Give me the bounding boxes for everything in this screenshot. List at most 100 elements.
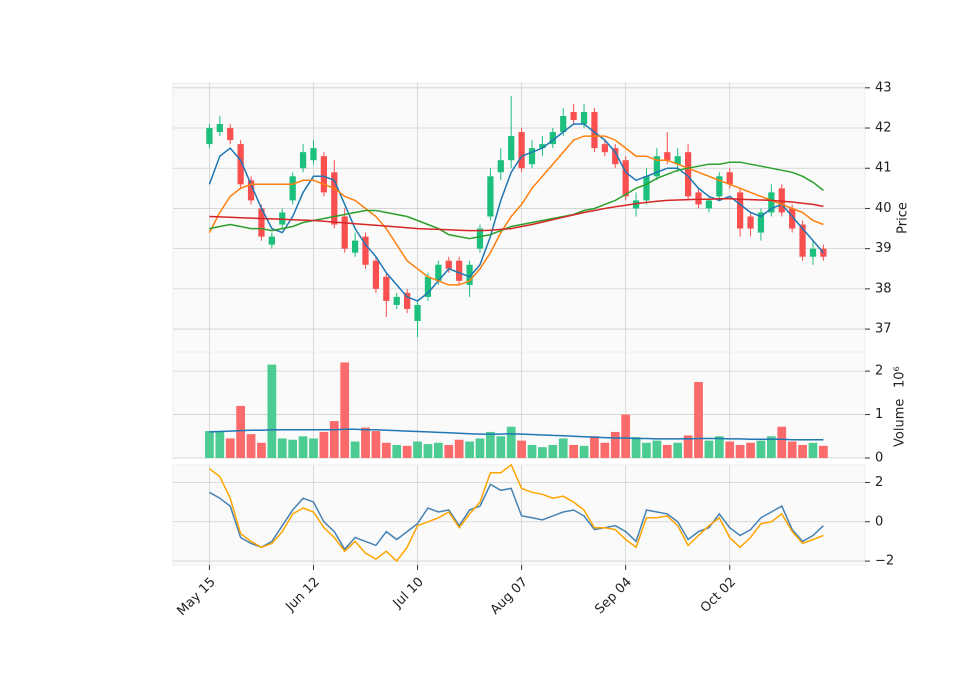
candle-body <box>445 260 452 269</box>
volume-bar <box>642 442 651 458</box>
volume-bar <box>725 441 735 458</box>
candle-body <box>549 132 556 145</box>
volume-bar <box>361 427 370 458</box>
volume-bar <box>402 445 412 458</box>
x-tick-label: Sep 04 <box>592 575 635 618</box>
volume-bar <box>486 431 495 458</box>
volume-bar <box>496 436 506 458</box>
y-tick-label: 41 <box>875 161 892 176</box>
candle-body <box>299 152 307 169</box>
volume-bar <box>746 442 755 458</box>
candle-body <box>737 192 744 229</box>
volume-bar <box>590 436 599 458</box>
volume-bar <box>277 438 287 458</box>
candle-body <box>424 276 432 297</box>
x-tick-label: Oct 02 <box>698 575 739 616</box>
candle-body <box>674 156 681 165</box>
x-tick-label: May 15 <box>174 575 218 619</box>
candle-body <box>206 128 213 145</box>
candle-body <box>778 188 785 213</box>
volume-bar <box>621 414 631 458</box>
candle-body <box>289 176 296 201</box>
volume-bar <box>205 431 214 458</box>
volume-bar <box>350 441 360 458</box>
volume-bar <box>631 437 641 458</box>
candle-body <box>258 208 265 237</box>
candle-body <box>456 260 463 281</box>
x-tick-label: Jul 10 <box>390 575 427 612</box>
candle-body <box>768 192 775 213</box>
candle-body <box>476 228 484 249</box>
y-tick-label: 38 <box>875 281 892 296</box>
candle-body <box>539 144 546 149</box>
volume-bar <box>454 439 464 458</box>
volume-bar <box>819 445 828 458</box>
y-tick-label: 43 <box>875 80 892 95</box>
volume-bar <box>600 442 610 458</box>
series-line <box>209 198 824 232</box>
volume-bar <box>340 362 350 458</box>
candle-body <box>247 180 255 201</box>
volume-bar <box>267 364 277 458</box>
candle-body <box>268 236 275 245</box>
y-tick-label: 2 <box>875 364 883 379</box>
volume-bar <box>433 442 443 458</box>
candle-body <box>393 296 400 305</box>
volume-bar <box>371 431 381 458</box>
candle-body <box>695 192 702 205</box>
volume-bar <box>329 421 339 458</box>
candle-body <box>643 176 650 201</box>
candle-body <box>632 200 640 209</box>
candle-body <box>716 176 723 197</box>
candle-body <box>612 148 619 165</box>
volume-bar <box>787 441 797 458</box>
volume-bar <box>756 440 766 458</box>
candle-body <box>508 136 515 161</box>
candle-body <box>580 111 588 125</box>
candle-body <box>227 128 234 141</box>
panel-background <box>172 464 866 566</box>
volume-bar <box>319 431 329 458</box>
volume-bar <box>506 426 516 458</box>
volume-bar <box>475 438 485 458</box>
candle-body <box>331 172 338 225</box>
candle-body <box>653 156 661 177</box>
y-tick-label: 39 <box>875 241 892 256</box>
volume-bar <box>381 442 391 458</box>
y-tick-label: 42 <box>875 121 892 136</box>
y-tick-label: 40 <box>875 201 892 216</box>
candle-body <box>362 236 369 265</box>
candle-body <box>310 148 317 161</box>
volume-bar <box>777 426 787 458</box>
volume-bar <box>808 442 818 458</box>
candle-body <box>705 200 713 209</box>
candle-body <box>497 160 504 173</box>
volume-bar <box>527 444 537 458</box>
candle-body <box>237 144 244 185</box>
candle-body <box>684 152 692 197</box>
volume-bar <box>798 444 807 458</box>
y-tick-label: 0 <box>875 514 883 529</box>
series-line <box>208 463 824 563</box>
candle-body <box>622 160 629 197</box>
volume-bar <box>569 444 579 458</box>
volume-bar <box>694 381 703 458</box>
volume-bar <box>538 447 547 458</box>
volume-bar <box>673 442 683 458</box>
series-line <box>208 123 824 302</box>
candle-body <box>383 276 390 301</box>
candle-body <box>466 264 473 285</box>
series-line <box>208 135 824 286</box>
candle-body <box>591 111 598 149</box>
volume-bar <box>558 438 568 458</box>
candle-body <box>518 132 525 169</box>
candle-body <box>320 156 328 193</box>
candle-body <box>726 172 733 185</box>
x-tick-label: Jun 12 <box>282 575 322 615</box>
x-tick-label: Aug 07 <box>488 575 531 618</box>
candle-body <box>487 176 494 217</box>
y-tick-label: 1 <box>875 407 883 422</box>
price-axis-label: Price <box>896 202 911 234</box>
volume-bar <box>465 441 474 458</box>
volume-bar <box>215 431 225 458</box>
